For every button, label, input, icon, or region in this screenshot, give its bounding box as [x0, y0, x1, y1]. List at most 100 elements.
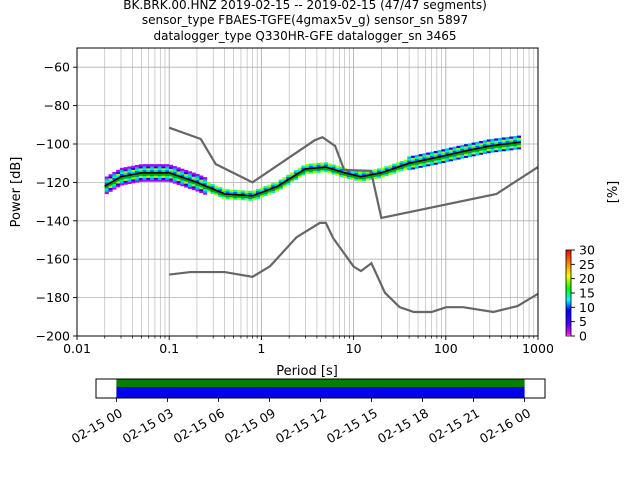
- ppsd-cell: [153, 169, 158, 173]
- ppsd-cell: [203, 188, 208, 191]
- ppsd-cell: [286, 174, 291, 178]
- ppsd-cell: [157, 175, 162, 178]
- ppsd-cell: [418, 163, 423, 166]
- ppsd-cell: [135, 170, 140, 173]
- ppsd-cell: [116, 183, 121, 186]
- ppsd-cell: [127, 166, 132, 169]
- ppsd-cell: [422, 155, 427, 158]
- ppsd-cell: [312, 163, 317, 166]
- ppsd-cell: [308, 165, 314, 168]
- ppsd-cell: [501, 148, 506, 152]
- x-tick-label: 1000: [522, 341, 554, 356]
- coverage-data-bar: [116, 387, 525, 398]
- ppsd-cell: [267, 184, 272, 187]
- ppsd-cell: [486, 143, 491, 146]
- x-tick-label: 100: [434, 341, 458, 356]
- mode-curve-line: [104, 141, 521, 197]
- ppsd-cell: [509, 140, 514, 143]
- ppsd-cell: [320, 162, 325, 165]
- ppsd-cell: [165, 166, 170, 169]
- ppsd-cell: [482, 149, 488, 153]
- ppsd-cell: [354, 172, 359, 175]
- ppsd-cell: [210, 191, 215, 194]
- ppsd-cell: [180, 184, 185, 187]
- ppsd-cell: [475, 141, 480, 145]
- ppsd-cell: [305, 171, 310, 174]
- ppsd-cell: [127, 168, 132, 171]
- chart-title-line-2: sensor_type FBAES-TGFE(4gmax5v_g) sensor…: [142, 13, 468, 27]
- ppsd-cell: [509, 146, 514, 149]
- ppsd-cell: [199, 188, 204, 192]
- ppsd-cell: [429, 153, 435, 156]
- ppsd-cell: [377, 170, 382, 173]
- ppsd-cell: [516, 137, 522, 140]
- ppsd-cell: [229, 189, 234, 192]
- ppsd-cell: [505, 137, 510, 140]
- ppsd-cell: [108, 178, 113, 181]
- ppsd-cell: [274, 189, 280, 192]
- colorbar-gradient: [565, 249, 572, 337]
- ppsd-cell: [146, 169, 151, 173]
- colorbar-tick-label: 15: [579, 286, 595, 301]
- ppsd-cell: [203, 182, 208, 186]
- ppsd-cell: [418, 156, 423, 159]
- ppsd-cell: [199, 190, 204, 194]
- ppsd-cell: [112, 185, 117, 188]
- ppsd-cell: [320, 164, 325, 167]
- ppsd-cell: [112, 187, 117, 190]
- ppsd-cell: [172, 166, 177, 169]
- ppsd-cell: [165, 175, 170, 178]
- ppsd-cell: [169, 180, 174, 183]
- ppsd-cell: [169, 164, 174, 167]
- chart-title-line-1: BK.BRK.00.HNZ 2019-02-15 -- 2019-02-15 (…: [123, 0, 487, 12]
- ppsd-cell: [365, 178, 370, 181]
- ppsd-cell: [199, 181, 204, 184]
- ppsd-cell: [172, 169, 177, 173]
- ppsd-cell: [316, 164, 321, 168]
- ppsd-cell: [388, 166, 393, 170]
- ppsd-cell: [498, 137, 503, 141]
- ppsd-cell: [475, 151, 480, 154]
- y-axis-ticks: −200 −180 −160 −140 −120 −100 −80 −60: [36, 60, 77, 344]
- ppsd-cell: [135, 168, 140, 172]
- ppsd-cell: [233, 197, 238, 200]
- ppsd-cell: [475, 143, 480, 146]
- ppsd-cell: [157, 179, 162, 182]
- ppsd-cell: [494, 149, 499, 153]
- ppsd-cell: [399, 168, 404, 171]
- ppsd-cell: [358, 171, 363, 174]
- coverage-tick-label: 02-15 09: [222, 405, 278, 446]
- ppsd-cell: [293, 177, 298, 181]
- ppsd-cell: [392, 165, 397, 168]
- ppsd-cell: [153, 166, 158, 169]
- ppsd-cell: [203, 177, 208, 180]
- ppsd-cell: [331, 164, 336, 167]
- y-tick-label: −180: [36, 290, 70, 305]
- ppsd-cell: [244, 190, 249, 193]
- ppsd-cell: [161, 177, 166, 180]
- ppsd-cell: [377, 168, 382, 171]
- ppsd-cell: [301, 173, 306, 176]
- ppsd-cell: [119, 173, 124, 176]
- ppsd-cell: [422, 157, 427, 160]
- ppsd-cell: [471, 146, 476, 149]
- ppsd-cell: [112, 173, 117, 177]
- ppsd-cell: [274, 183, 280, 186]
- ppsd-cell: [448, 149, 453, 152]
- ppsd-cell: [221, 188, 227, 191]
- ppsd-cell: [195, 175, 200, 179]
- coverage-tick-label: 02-15 03: [120, 405, 176, 446]
- ppsd-cell: [395, 169, 401, 173]
- ppsd-cell: [199, 177, 204, 180]
- ppsd-cell: [464, 147, 469, 151]
- ppsd-cell: [191, 176, 196, 179]
- ppsd-cell: [429, 155, 435, 158]
- ppsd-cell: [335, 167, 340, 170]
- ppsd-cell: [498, 139, 503, 143]
- ppsd-cell: [460, 146, 465, 150]
- ppsd-cell: [157, 166, 162, 169]
- ppsd-cell: [486, 149, 491, 152]
- coverage-tick-label: 02-16 00: [477, 405, 533, 446]
- ppsd-cell: [441, 153, 446, 156]
- ppsd-cell: [237, 197, 242, 201]
